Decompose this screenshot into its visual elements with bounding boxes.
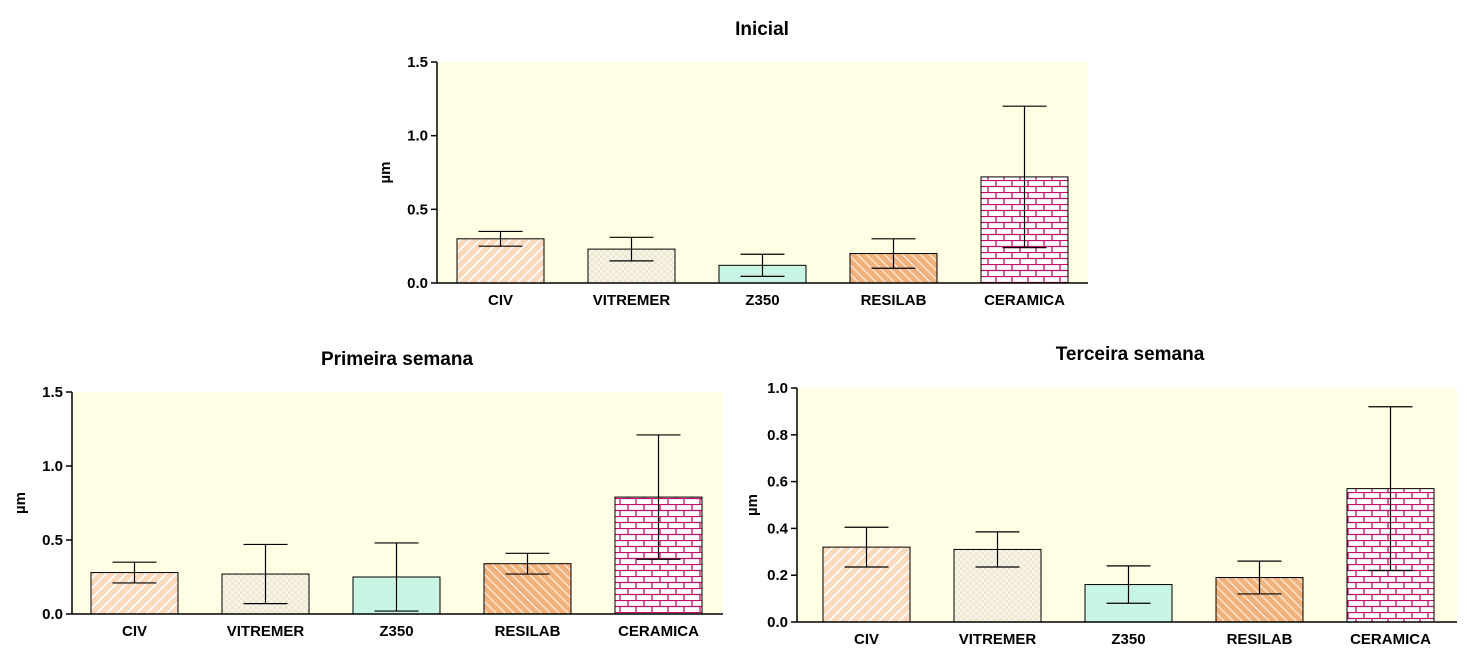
error-bar-vitremer: [243, 543, 288, 605]
y-tick-label: 1.0: [407, 128, 428, 145]
error-bar-civ: [112, 561, 157, 584]
y-tick-label: 0.4: [767, 520, 789, 537]
y-tick-label: 0.6: [767, 474, 788, 491]
x-tick-label: VITREMER: [593, 292, 671, 309]
x-tick-label: Z350: [379, 623, 413, 640]
x-tick-label: CIV: [854, 631, 879, 648]
x-tick-label: Z350: [1111, 631, 1145, 648]
y-tick-label: 1.0: [42, 458, 63, 475]
y-tick-label: 0.5: [42, 532, 63, 549]
y-axis-label: µm: [377, 162, 394, 184]
error-bar-z350: [740, 253, 785, 277]
error-bar-resilab: [871, 238, 916, 269]
x-tick-label: CERAMICA: [1350, 631, 1431, 648]
error-bar-civ: [478, 230, 523, 247]
error-bar-ceramica: [1002, 105, 1047, 249]
y-tick-label: 0.2: [767, 567, 788, 584]
y-tick-label: 0.0: [42, 606, 63, 623]
x-tick-label: RESILAB: [495, 623, 561, 640]
x-tick-label: RESILAB: [861, 292, 927, 309]
error-bar-vitremer: [975, 531, 1020, 568]
bar-resilab: [483, 563, 572, 615]
x-tick-label: CIV: [488, 292, 513, 309]
chart-panel-1: Inicial µm CIV VITREMER Z350 RESILAB CERAMICA 0…: [377, 19, 1088, 309]
x-tick-label: Z350: [745, 292, 779, 309]
x-tick-label: CIV: [122, 623, 147, 640]
chart-panel-3: Terceira semana µm CIV VITREMER Z350 RESILAB C…: [744, 344, 1457, 648]
x-tick-label: CERAMICA: [618, 623, 699, 640]
error-bar-z350: [374, 542, 419, 612]
chart-title: Terceira semana: [1056, 344, 1205, 365]
y-tick-label: 0.0: [767, 614, 788, 631]
chart-title: Inicial: [735, 19, 789, 40]
error-bar-resilab: [505, 552, 550, 575]
x-tick-label: VITREMER: [227, 623, 305, 640]
error-bar-ceramica: [636, 434, 681, 560]
y-tick-label: 1.0: [767, 380, 788, 397]
error-bar-ceramica: [1368, 406, 1413, 572]
chart-panel-2: Primeira semana µm CIV VITREMER Z350 RESILAB C…: [12, 349, 723, 640]
error-bar-resilab: [1237, 560, 1282, 595]
error-bar-z350: [1106, 565, 1151, 604]
y-axis-label: µm: [12, 492, 29, 514]
error-bar-civ: [844, 526, 889, 568]
error-bar-vitremer: [609, 236, 654, 262]
y-tick-label: 0.8: [767, 427, 788, 444]
x-tick-label: RESILAB: [1227, 631, 1293, 648]
y-tick-label: 0.5: [407, 201, 428, 218]
y-axis-label: µm: [744, 494, 761, 516]
chart-title: Primeira semana: [321, 349, 474, 370]
plot-area: [437, 62, 1088, 283]
y-tick-label: 1.5: [42, 384, 63, 401]
y-tick-label: 0.0: [407, 275, 428, 292]
x-tick-label: VITREMER: [959, 631, 1037, 648]
x-tick-label: CERAMICA: [984, 292, 1065, 309]
y-tick-label: 1.5: [407, 54, 428, 71]
